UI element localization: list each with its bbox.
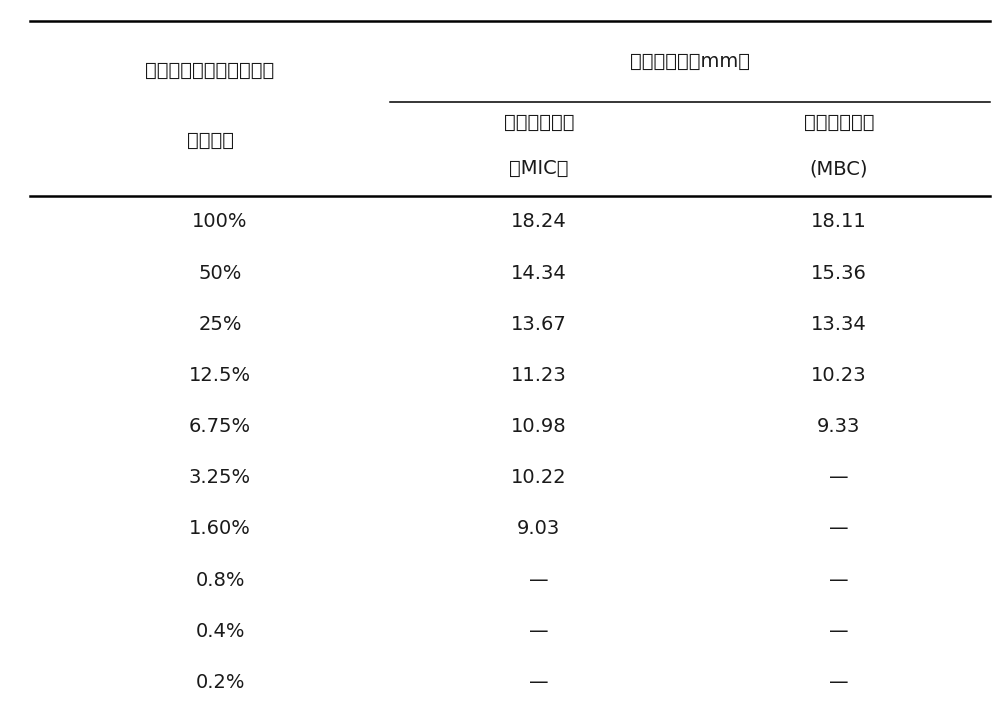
Text: —: —	[529, 571, 549, 590]
Text: 9.03: 9.03	[517, 519, 560, 538]
Text: 10.23: 10.23	[811, 366, 867, 385]
Text: 11.23: 11.23	[511, 366, 567, 385]
Text: 6.75%: 6.75%	[189, 417, 251, 436]
Text: (MBC): (MBC)	[810, 159, 868, 178]
Text: —: —	[529, 622, 549, 641]
Text: —: —	[529, 673, 549, 692]
Text: 10.22: 10.22	[511, 468, 567, 487]
Text: 18.11: 18.11	[811, 212, 867, 231]
Text: （MIC）: （MIC）	[509, 159, 569, 178]
Text: 15.36: 15.36	[811, 264, 867, 283]
Text: 12.5%: 12.5%	[189, 366, 251, 385]
Text: 50%: 50%	[198, 264, 242, 283]
Text: 100%: 100%	[192, 212, 248, 231]
Text: —: —	[829, 571, 849, 590]
Text: —: —	[829, 622, 849, 641]
Text: 0.8%: 0.8%	[195, 571, 245, 590]
Text: 荖果蝶植物源农药提取物: 荖果蝶植物源农药提取物	[145, 60, 275, 80]
Text: 0.4%: 0.4%	[195, 622, 245, 641]
Text: 最低抑菌浓度: 最低抑菌浓度	[504, 113, 574, 132]
Text: —: —	[829, 519, 849, 538]
Text: 浸膏浓度: 浸膏浓度	[187, 130, 234, 150]
Text: 抑菌圈直径（mm）: 抑菌圈直径（mm）	[630, 52, 750, 71]
Text: 10.98: 10.98	[511, 417, 567, 436]
Text: 25%: 25%	[198, 315, 242, 334]
Text: —: —	[829, 468, 849, 487]
Text: —: —	[829, 673, 849, 692]
Text: 3.25%: 3.25%	[189, 468, 251, 487]
Text: 18.24: 18.24	[511, 212, 567, 231]
Text: 13.67: 13.67	[511, 315, 567, 334]
Text: 13.34: 13.34	[811, 315, 867, 334]
Text: 14.34: 14.34	[511, 264, 567, 283]
Text: 最低杀菌浓度: 最低杀菌浓度	[804, 113, 874, 132]
Text: 9.33: 9.33	[817, 417, 860, 436]
Text: 1.60%: 1.60%	[189, 519, 251, 538]
Text: 0.2%: 0.2%	[195, 673, 245, 692]
